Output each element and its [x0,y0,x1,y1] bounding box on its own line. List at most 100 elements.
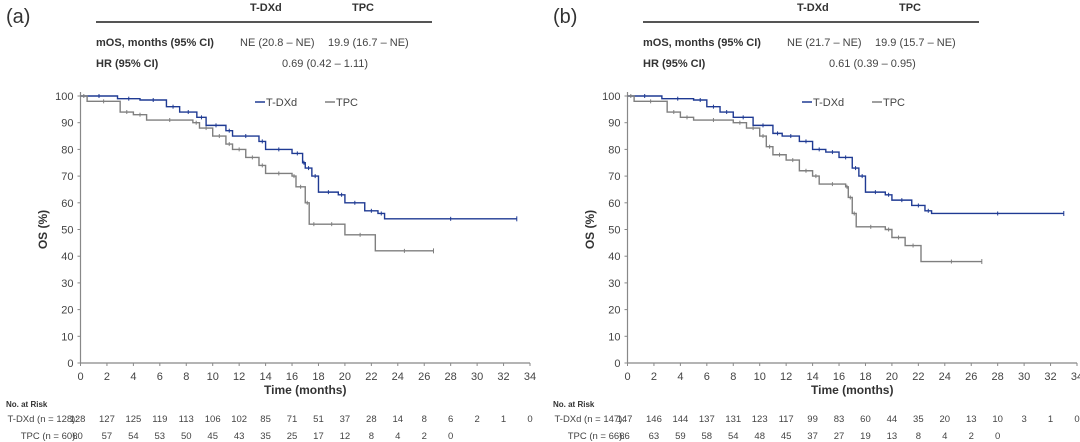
mos-tdxd-value: NE (20.8 – NE) [240,37,315,49]
risk-count: 147 [616,414,633,425]
panel-b: (b) T-DXd TPC mOS, months (95% CI) NE (21.7 … [547,0,1080,442]
risk-count: 6 [448,414,454,425]
x-tick-label: 28 [445,371,457,383]
y-tick-label: 10 [608,331,620,343]
risk-count: 83 [833,414,845,425]
risk-count: 20 [939,414,951,425]
mos-tdxd-value: NE (21.7 – NE) [787,37,862,49]
risk-count: 45 [780,431,792,442]
x-tick-label: 4 [130,371,136,383]
risk-count: 12 [339,431,351,442]
risk-count: 117 [778,414,794,425]
km-curve-tpc [80,95,434,252]
risk-count: 60 [860,414,871,425]
risk-count: 57 [101,431,113,442]
hr-label: HR (95% CI) [643,58,706,70]
risk-count: 113 [178,414,194,425]
x-tick-label: 12 [780,371,792,383]
risk-count: 0 [1074,414,1080,425]
risk-count: 0 [995,431,1001,442]
x-tick-label: 32 [497,371,509,383]
risk-count: 119 [152,414,168,425]
x-tick-label: 18 [312,371,324,383]
risk-count: 13 [886,431,898,442]
risk-count: 131 [725,414,742,425]
risk-row-label: TPC (n = 66): [567,431,625,442]
risk-count: 28 [366,414,377,425]
risk-count: 99 [807,414,818,425]
legend-label-tpc: TPC [336,97,358,109]
y-tick-label: 50 [61,225,73,237]
risk-count: 137 [698,414,715,425]
hr-label: HR (95% CI) [96,58,159,70]
risk-count: 66 [619,431,630,442]
y-tick-label: 90 [61,118,73,130]
x-tick-label: 28 [992,371,1004,383]
risk-count: 4 [395,431,401,442]
risk-count: 43 [233,431,245,442]
risk-count: 48 [754,431,765,442]
x-tick-label: 26 [418,371,430,383]
mos-label: mOS, months (95% CI) [96,37,214,49]
risk-count: 27 [833,431,845,442]
risk-count: 19 [860,431,871,442]
y-tick-label: 80 [608,144,620,156]
risk-count: 8 [421,414,427,425]
y-tick-label: 80 [61,144,73,156]
risk-count: 8 [915,431,921,442]
y-tick-label: 20 [608,305,620,317]
legend-label-t-dxd: T-DXd [813,97,844,109]
x-tick-label: 12 [233,371,245,383]
y-tick-label: 40 [608,251,620,263]
risk-count: 63 [648,431,660,442]
y-axis-label: OS (%) [583,210,597,249]
x-tick-label: 8 [183,371,189,383]
risk-count: 1 [1047,414,1054,425]
x-tick-label: 6 [704,371,710,383]
mos-tpc-value: 19.9 (16.7 – NE) [328,37,409,49]
x-tick-label: 14 [806,371,818,383]
risk-row-label: TPC (n = 60): [20,431,78,442]
table-rule [643,21,979,23]
risk-count: 85 [260,414,271,425]
risk-row-label: T-DXd (n = 147): [554,414,626,425]
risk-count: 54 [128,431,139,442]
risk-table-title: No. at Risk [6,400,48,409]
risk-row-label: T-DXd (n = 128): [7,414,79,425]
risk-count: 50 [180,431,192,442]
risk-count: 45 [207,431,218,442]
km-curve-t-dxd [627,95,1064,215]
risk-count: 144 [672,414,689,425]
y-tick-label: 100 [602,91,620,103]
risk-count: 25 [286,431,298,442]
y-tick-label: 20 [61,305,73,317]
risk-count: 0 [448,431,454,442]
table-header-tdxd: T-DXd [250,2,282,14]
risk-count: 37 [339,414,351,425]
x-tick-label: 10 [207,371,219,383]
y-tick-label: 90 [608,118,620,130]
legend-label-t-dxd: T-DXd [266,97,297,109]
y-tick-label: 30 [61,278,73,290]
risk-table-title: No. at Risk [553,400,595,409]
risk-count: 35 [260,431,271,442]
x-tick-label: 18 [859,371,871,383]
risk-count: 51 [313,414,324,425]
risk-count: 60 [72,431,83,442]
risk-count: 146 [646,414,662,425]
y-tick-label: 0 [614,358,620,370]
panel-a: (a) T-DXd TPC mOS, months (95% CI) NE (20.8 … [0,0,540,442]
legend-label-tpc: TPC [883,97,905,109]
x-tick-label: 8 [730,371,736,383]
y-axis-label: OS (%) [36,210,50,249]
x-tick-label: 20 [339,371,351,383]
risk-count: 2 [474,414,480,425]
x-tick-label: 22 [365,371,377,383]
km-curve-tpc [627,95,982,263]
y-tick-label: 70 [61,171,73,183]
y-tick-label: 10 [61,331,73,343]
x-tick-label: 0 [624,371,630,383]
hr-value: 0.69 (0.42 – 1.11) [282,58,369,70]
